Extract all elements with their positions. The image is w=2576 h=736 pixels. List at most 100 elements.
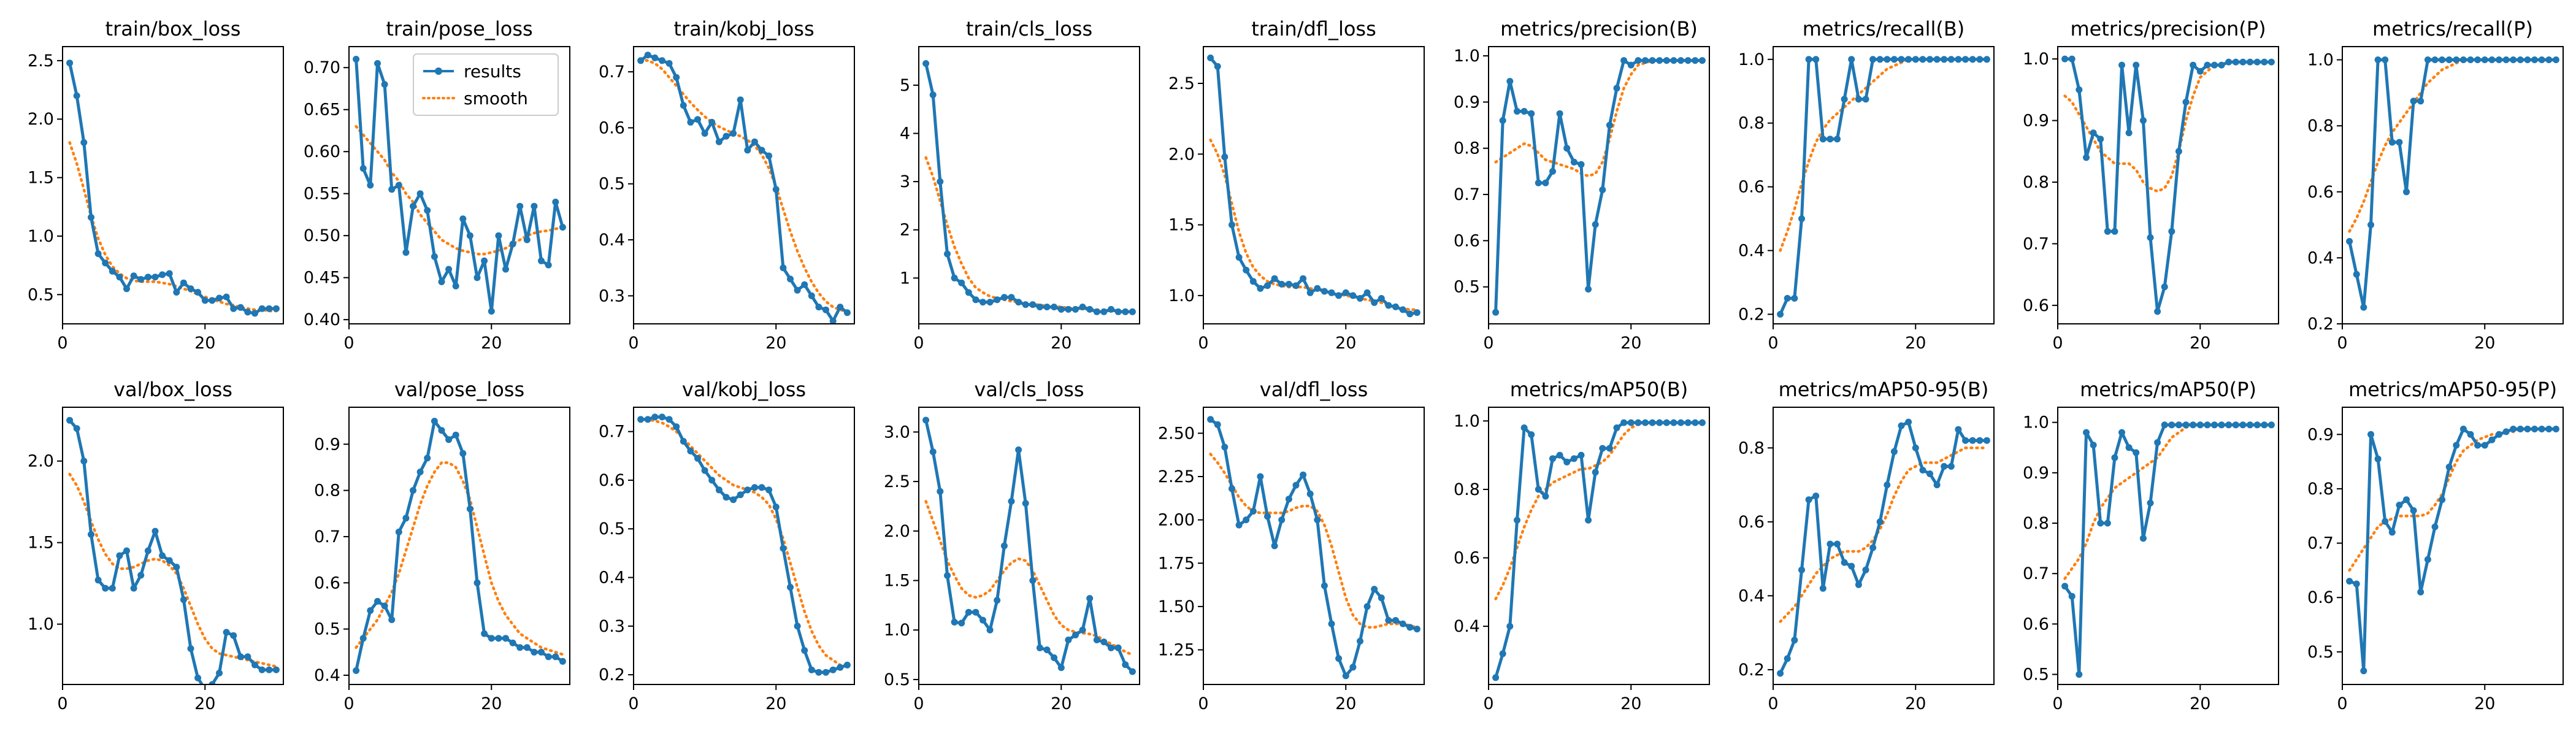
x-tick-label: 0 xyxy=(2337,334,2347,353)
results-point xyxy=(1008,497,1015,505)
x-tick-label: 20 xyxy=(2474,334,2495,353)
axes-frame xyxy=(348,407,570,685)
series-smooth xyxy=(1494,59,1704,178)
results-point xyxy=(2445,464,2453,470)
results-point xyxy=(958,619,965,627)
results-point xyxy=(410,487,416,494)
results-point xyxy=(730,496,737,504)
results-point xyxy=(1642,419,1649,426)
results-point xyxy=(1214,63,1221,70)
results-point xyxy=(1926,56,1933,63)
axes-frame xyxy=(348,46,570,324)
axes-frame xyxy=(62,46,284,324)
results-point xyxy=(2453,442,2460,449)
results-point xyxy=(2061,55,2069,63)
smooth-line xyxy=(639,418,849,667)
results-point xyxy=(1000,542,1008,550)
results-point xyxy=(1335,655,1343,662)
results-point xyxy=(2388,139,2396,146)
results-point xyxy=(787,275,794,283)
results-point xyxy=(1072,631,1079,638)
results-point xyxy=(2161,283,2168,291)
x-tick-label: 20 xyxy=(1620,334,1641,353)
results-point xyxy=(353,667,360,674)
results-point xyxy=(1777,310,1784,318)
y-tick-label: 0.8 xyxy=(2307,117,2334,136)
results-point xyxy=(2360,667,2367,675)
results-point xyxy=(130,272,137,280)
results-point xyxy=(102,259,109,267)
results-point xyxy=(2353,580,2360,588)
x-tick-label: 0 xyxy=(1768,334,1778,353)
results-point xyxy=(822,306,829,313)
results-point xyxy=(2104,519,2111,527)
results-point xyxy=(353,56,360,63)
results-point xyxy=(1613,424,1620,431)
results-point xyxy=(1335,292,1343,299)
results-point xyxy=(159,271,166,278)
results-point xyxy=(2367,221,2374,229)
results-point xyxy=(1385,617,1392,624)
axes-frame xyxy=(2057,407,2279,685)
y-tick-label: 0.5 xyxy=(2307,643,2334,662)
axes-frame xyxy=(2342,407,2564,685)
y-tick-label: 0.8 xyxy=(1454,480,1480,499)
results-point xyxy=(2076,671,2083,678)
series-results xyxy=(637,413,851,676)
results-point xyxy=(2090,129,2097,137)
results-point xyxy=(808,292,815,299)
results-point xyxy=(1862,96,1869,103)
results-point xyxy=(1869,56,1877,63)
results-point xyxy=(402,249,410,256)
x-tick-label: 0 xyxy=(343,694,354,713)
results-point xyxy=(737,96,744,104)
results-point xyxy=(80,458,88,465)
x-tick-label: 0 xyxy=(2052,334,2063,353)
y-tick-label: 2.0 xyxy=(1168,145,1195,164)
y-tick-label: 2.0 xyxy=(884,522,910,541)
series-smooth xyxy=(1209,138,1419,312)
results-point xyxy=(1015,446,1022,453)
y-tick-label: 1.5 xyxy=(28,534,54,553)
series-results xyxy=(1492,57,1706,316)
results-point xyxy=(1306,289,1314,296)
results-point xyxy=(1827,540,1834,548)
results-point xyxy=(2118,61,2125,69)
results-point xyxy=(2439,496,2446,504)
results-point xyxy=(2076,86,2083,93)
results-point xyxy=(2510,426,2517,432)
y-tick-label: 1.0 xyxy=(2023,413,2049,432)
results-point xyxy=(2403,188,2410,196)
y-tick-label: 2.5 xyxy=(884,472,910,491)
results-point xyxy=(1065,305,1072,313)
results-point xyxy=(829,666,837,673)
results-point xyxy=(1243,516,1250,524)
axes-frame xyxy=(2057,46,2279,324)
results-point xyxy=(951,618,958,626)
results-point xyxy=(737,491,744,499)
results-point xyxy=(708,118,716,126)
results-point xyxy=(388,186,396,193)
results-point xyxy=(1692,419,1699,426)
results-point xyxy=(244,309,251,316)
results-point xyxy=(2204,421,2211,429)
results-point xyxy=(1100,308,1108,315)
results-point xyxy=(780,264,787,272)
y-tick-label: 1.0 xyxy=(28,227,54,246)
results-point xyxy=(2382,518,2389,525)
results-point xyxy=(137,572,145,579)
results-point xyxy=(1129,668,1136,675)
y-tick-label: 0.8 xyxy=(2023,514,2049,533)
results-point xyxy=(1585,516,1592,524)
y-tick-label: 0.2 xyxy=(1738,661,1765,680)
results-point xyxy=(180,596,187,604)
results-point xyxy=(258,666,266,673)
axes-frame xyxy=(918,46,1140,324)
results-point xyxy=(1663,419,1670,426)
legend-label-smooth: smooth xyxy=(464,88,528,109)
results-point xyxy=(2403,496,2410,504)
results-point xyxy=(787,583,794,591)
subplot-train-box-loss: train/box_loss 0 20 0.5 1.0 1.5 2.0 2.5 xyxy=(28,17,284,353)
results-point xyxy=(1249,278,1257,285)
results-point xyxy=(2154,308,2161,315)
